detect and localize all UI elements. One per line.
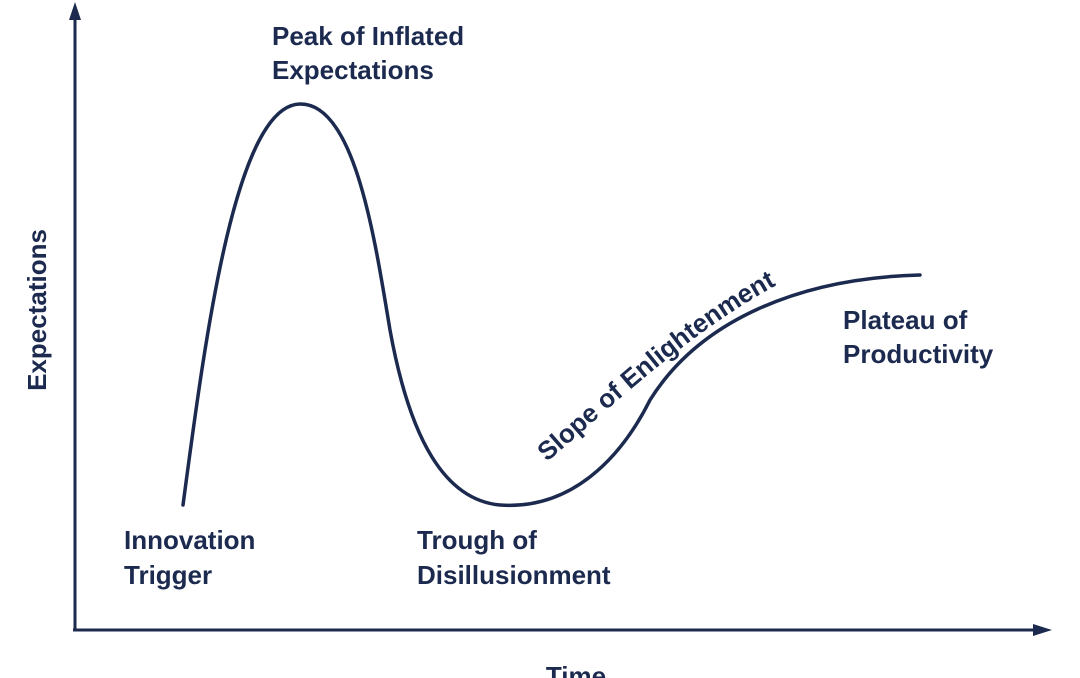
- y-axis-arrow: [69, 2, 81, 20]
- y-axis-label: Expectations: [22, 229, 52, 391]
- trough-label-line1: Trough of: [417, 525, 537, 555]
- innovation-trigger-line1: Innovation: [124, 525, 255, 555]
- peak-label: Peak of Inflated Expectations: [272, 21, 471, 85]
- plateau-label: Plateau of Productivity: [843, 305, 994, 369]
- plateau-label-line1: Plateau of: [843, 305, 968, 335]
- axes: [69, 2, 1052, 636]
- trough-label: Trough of Disillusionment: [417, 525, 611, 590]
- plateau-label-line2: Productivity: [843, 339, 994, 369]
- trough-label-line2: Disillusionment: [417, 560, 611, 590]
- x-axis-arrow: [1033, 624, 1052, 636]
- x-axis-label: Time: [546, 661, 606, 678]
- slope-label-text: Slope of Enlightenment: [531, 264, 780, 467]
- innovation-trigger-label: Innovation Trigger: [124, 525, 263, 590]
- slope-label: Slope of Enlightenment: [531, 264, 780, 467]
- hype-curve: [181, 102, 922, 508]
- innovation-trigger-line2: Trigger: [124, 560, 212, 590]
- peak-label-line1: Peak of Inflated: [272, 21, 464, 51]
- peak-label-line2: Expectations: [272, 55, 434, 85]
